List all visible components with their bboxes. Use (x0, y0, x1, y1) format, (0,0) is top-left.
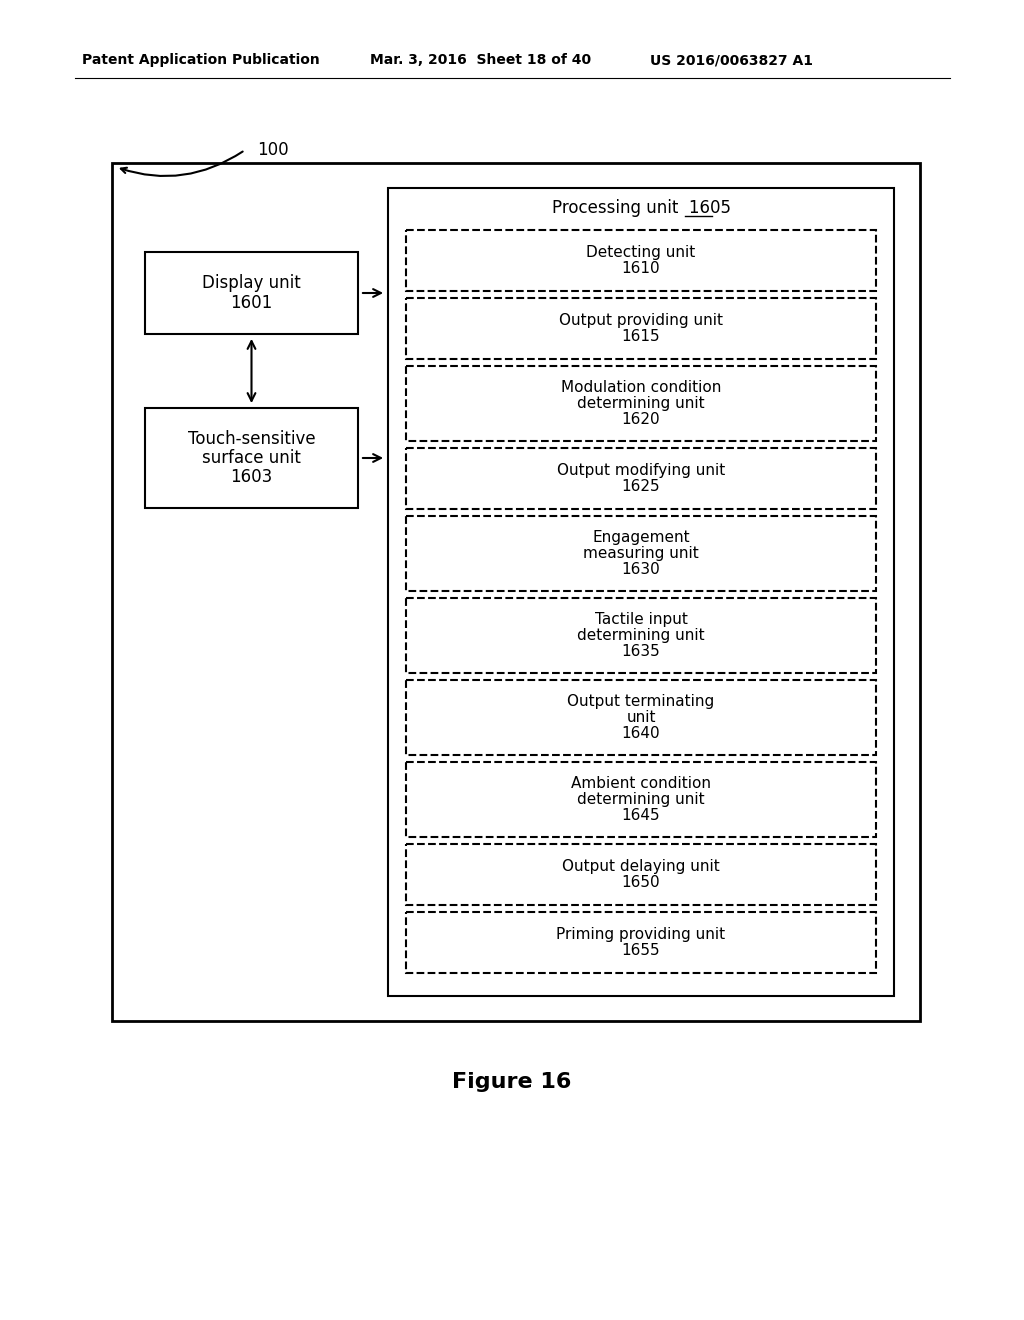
Text: Engagement: Engagement (592, 531, 690, 545)
Text: 1601: 1601 (230, 294, 272, 312)
Text: 100: 100 (257, 141, 289, 158)
Text: 1635: 1635 (622, 644, 660, 659)
FancyBboxPatch shape (406, 516, 876, 591)
FancyBboxPatch shape (406, 762, 876, 837)
Text: determining unit: determining unit (578, 792, 705, 807)
FancyBboxPatch shape (406, 912, 876, 973)
FancyBboxPatch shape (406, 680, 876, 755)
Text: US 2016/0063827 A1: US 2016/0063827 A1 (650, 53, 813, 67)
Text: unit: unit (627, 710, 655, 725)
Text: Modulation condition: Modulation condition (561, 380, 721, 395)
Text: 1620: 1620 (622, 412, 660, 426)
Text: Output providing unit: Output providing unit (559, 313, 723, 327)
Text: 1603: 1603 (230, 469, 272, 486)
Text: surface unit: surface unit (202, 449, 301, 467)
Text: Priming providing unit: Priming providing unit (556, 927, 726, 942)
Text: Patent Application Publication: Patent Application Publication (82, 53, 319, 67)
Text: 1630: 1630 (622, 562, 660, 577)
Text: Mar. 3, 2016  Sheet 18 of 40: Mar. 3, 2016 Sheet 18 of 40 (370, 53, 591, 67)
FancyBboxPatch shape (406, 366, 876, 441)
Text: measuring unit: measuring unit (583, 546, 698, 561)
Text: Output terminating: Output terminating (567, 694, 715, 709)
FancyBboxPatch shape (406, 230, 876, 290)
Bar (145, 408, 358, 508)
Text: Ambient condition: Ambient condition (571, 776, 711, 791)
FancyBboxPatch shape (406, 598, 876, 673)
Text: 1650: 1650 (622, 875, 660, 890)
Text: Detecting unit: Detecting unit (587, 246, 695, 260)
Bar (145, 252, 358, 334)
Text: Display unit: Display unit (202, 275, 301, 292)
Text: 1645: 1645 (622, 808, 660, 822)
Text: Touch-sensitive: Touch-sensitive (187, 430, 315, 447)
Text: Figure 16: Figure 16 (453, 1072, 571, 1092)
FancyBboxPatch shape (406, 843, 876, 906)
FancyBboxPatch shape (406, 298, 876, 359)
Text: Tactile input: Tactile input (595, 612, 687, 627)
Text: 1640: 1640 (622, 726, 660, 741)
Text: 1610: 1610 (622, 261, 660, 276)
Bar (388, 187, 894, 997)
Text: determining unit: determining unit (578, 628, 705, 643)
FancyBboxPatch shape (406, 447, 876, 510)
Text: 1655: 1655 (622, 942, 660, 958)
Bar (112, 162, 920, 1020)
Text: determining unit: determining unit (578, 396, 705, 411)
Text: Output modifying unit: Output modifying unit (557, 463, 725, 478)
Text: 1625: 1625 (622, 479, 660, 494)
Text: 1615: 1615 (622, 329, 660, 345)
Text: Output delaying unit: Output delaying unit (562, 859, 720, 874)
Text: Processing unit  1605: Processing unit 1605 (552, 199, 730, 216)
